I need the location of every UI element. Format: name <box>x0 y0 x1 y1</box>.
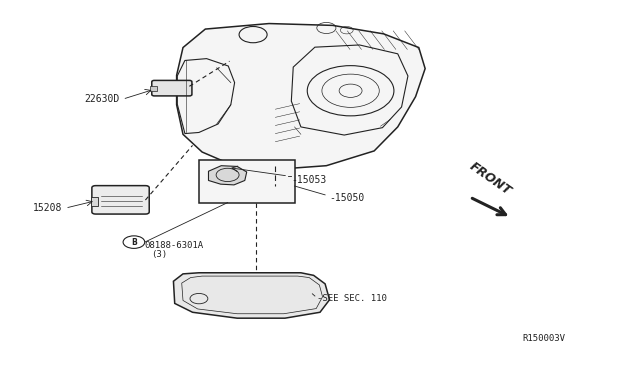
Text: (3): (3) <box>151 250 167 259</box>
Polygon shape <box>209 166 246 185</box>
Text: 15208: 15208 <box>33 203 62 213</box>
Text: FRONT: FRONT <box>467 160 513 198</box>
Text: B: B <box>131 238 137 247</box>
Text: 22630D: 22630D <box>84 94 119 104</box>
Bar <box>199 160 294 203</box>
FancyBboxPatch shape <box>152 80 192 96</box>
FancyBboxPatch shape <box>92 186 149 214</box>
Text: -SEE SEC. 110: -SEE SEC. 110 <box>317 294 387 303</box>
Bar <box>150 86 157 92</box>
Text: 08188-6301A: 08188-6301A <box>145 241 204 250</box>
Polygon shape <box>177 23 425 169</box>
Bar <box>91 198 99 206</box>
Text: -15053: -15053 <box>291 176 326 186</box>
Text: -15050: -15050 <box>330 193 365 203</box>
Polygon shape <box>173 273 330 318</box>
Text: R150003V: R150003V <box>522 334 565 343</box>
Circle shape <box>123 236 145 248</box>
